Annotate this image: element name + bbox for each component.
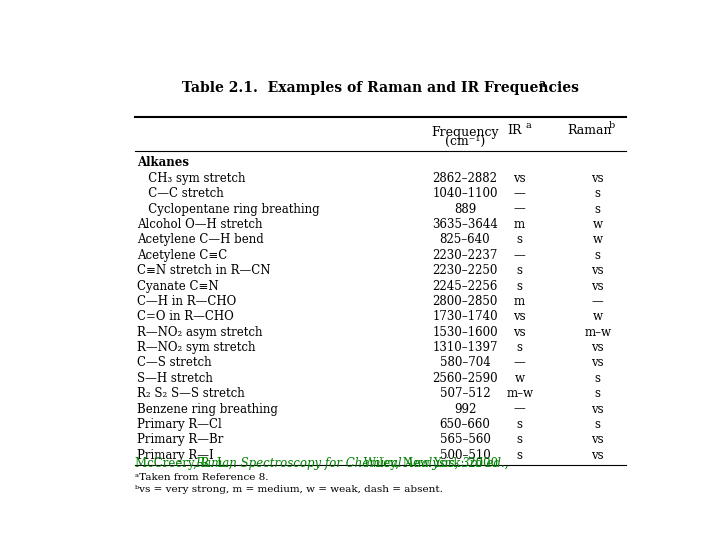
Text: —: —: [514, 356, 526, 369]
Text: s: s: [595, 249, 600, 262]
Text: Alcohol O—H stretch: Alcohol O—H stretch: [138, 218, 263, 231]
Text: —: —: [514, 202, 526, 215]
Text: s: s: [595, 418, 600, 431]
Text: w: w: [593, 233, 603, 246]
Text: s: s: [595, 187, 600, 200]
Text: Primary R—Cl: Primary R—Cl: [138, 418, 222, 431]
Text: s: s: [517, 233, 523, 246]
Text: (cm⁻¹): (cm⁻¹): [445, 136, 485, 149]
Text: s: s: [517, 434, 523, 447]
Text: w: w: [593, 218, 603, 231]
Text: ᵇvs = very strong, m = medium, w = weak, dash = absent.: ᵇvs = very strong, m = medium, w = weak,…: [135, 485, 443, 494]
Text: s: s: [517, 264, 523, 277]
Text: McCreery, R. L.,: McCreery, R. L.,: [135, 457, 235, 470]
Text: Benzene ring breathing: Benzene ring breathing: [138, 403, 279, 416]
Text: ᵃTaken from Reference 8.: ᵃTaken from Reference 8.: [135, 473, 268, 482]
Text: 565–560: 565–560: [439, 434, 490, 447]
Text: 500–510: 500–510: [440, 449, 490, 462]
Text: Primary R—Br: Primary R—Br: [138, 434, 224, 447]
Text: —: —: [592, 295, 603, 308]
Text: s: s: [595, 372, 600, 385]
Text: 3635–3644: 3635–3644: [432, 218, 498, 231]
Text: 2560–2590: 2560–2590: [432, 372, 498, 385]
Text: CH₃ sym stretch: CH₃ sym stretch: [138, 172, 246, 185]
Text: m–w: m–w: [506, 387, 534, 400]
Text: 2862–2882: 2862–2882: [433, 172, 498, 185]
Text: Table 2.1.  Examples of Raman and IR Frequencies: Table 2.1. Examples of Raman and IR Freq…: [181, 80, 579, 94]
Text: vs: vs: [591, 434, 604, 447]
Text: IR: IR: [507, 124, 521, 137]
Text: 825–640: 825–640: [440, 233, 490, 246]
Text: —: —: [514, 187, 526, 200]
Text: m: m: [514, 218, 525, 231]
Text: 2230–2237: 2230–2237: [432, 249, 498, 262]
Text: vs: vs: [591, 356, 604, 369]
Text: m: m: [514, 295, 525, 308]
Text: 507–512: 507–512: [440, 387, 490, 400]
Text: 2245–2256: 2245–2256: [432, 280, 498, 293]
Text: 889: 889: [454, 202, 476, 215]
Text: vs: vs: [591, 341, 604, 354]
Text: 580–704: 580–704: [440, 356, 490, 369]
Text: —: —: [514, 403, 526, 416]
Text: vs: vs: [591, 172, 604, 185]
Text: w: w: [593, 310, 603, 323]
Text: R₂ S₂ S—S stretch: R₂ S₂ S—S stretch: [138, 387, 246, 400]
Text: Cyclopentane ring breathing: Cyclopentane ring breathing: [138, 202, 320, 215]
Text: C≡N stretch in R—CN: C≡N stretch in R—CN: [138, 264, 271, 277]
Text: Wiley, New York: 2000: Wiley, New York: 2000: [359, 457, 498, 470]
Text: 1730–1740: 1730–1740: [432, 310, 498, 323]
Text: 2800–2850: 2800–2850: [432, 295, 498, 308]
Text: 992: 992: [454, 403, 476, 416]
Text: —: —: [514, 249, 526, 262]
Text: Alkanes: Alkanes: [138, 157, 189, 170]
Text: Acetylene C≡C: Acetylene C≡C: [138, 249, 228, 262]
Text: R—NO₂ sym stretch: R—NO₂ sym stretch: [138, 341, 256, 354]
Text: s: s: [595, 202, 600, 215]
Text: s: s: [595, 387, 600, 400]
Text: C—S stretch: C—S stretch: [138, 356, 212, 369]
Text: m–w: m–w: [585, 326, 611, 339]
Text: 2230–2250: 2230–2250: [432, 264, 498, 277]
Text: w: w: [515, 372, 525, 385]
Text: 1310–1397: 1310–1397: [432, 341, 498, 354]
Text: s: s: [517, 449, 523, 462]
Text: Primary R—I: Primary R—I: [138, 449, 214, 462]
Text: vs: vs: [513, 172, 526, 185]
Text: vs: vs: [591, 280, 604, 293]
Text: Acetylene C—H bend: Acetylene C—H bend: [138, 233, 264, 246]
Text: Raman Spectroscopy for Chemical Analysis, 3rd ed.,: Raman Spectroscopy for Chemical Analysis…: [195, 457, 508, 470]
Text: C=O in R—CHO: C=O in R—CHO: [138, 310, 234, 323]
Text: Frequency: Frequency: [431, 126, 499, 139]
Text: 1040–1100: 1040–1100: [432, 187, 498, 200]
Text: vs: vs: [591, 403, 604, 416]
Text: s: s: [517, 418, 523, 431]
Text: s: s: [517, 341, 523, 354]
Text: 650–660: 650–660: [439, 418, 490, 431]
Text: S—H stretch: S—H stretch: [138, 372, 213, 385]
Text: 1530–1600: 1530–1600: [432, 326, 498, 339]
Text: a: a: [526, 120, 531, 130]
Text: Raman: Raman: [567, 124, 612, 137]
Text: Cyanate C≡N: Cyanate C≡N: [138, 280, 219, 293]
Text: vs: vs: [513, 326, 526, 339]
Text: vs: vs: [591, 264, 604, 277]
Text: C—C stretch: C—C stretch: [138, 187, 224, 200]
Text: b: b: [609, 120, 616, 130]
Text: s: s: [517, 280, 523, 293]
Text: a: a: [539, 78, 546, 89]
Text: C—H in R—CHO: C—H in R—CHO: [138, 295, 237, 308]
Text: vs: vs: [591, 449, 604, 462]
Text: R—NO₂ asym stretch: R—NO₂ asym stretch: [138, 326, 263, 339]
Text: vs: vs: [513, 310, 526, 323]
